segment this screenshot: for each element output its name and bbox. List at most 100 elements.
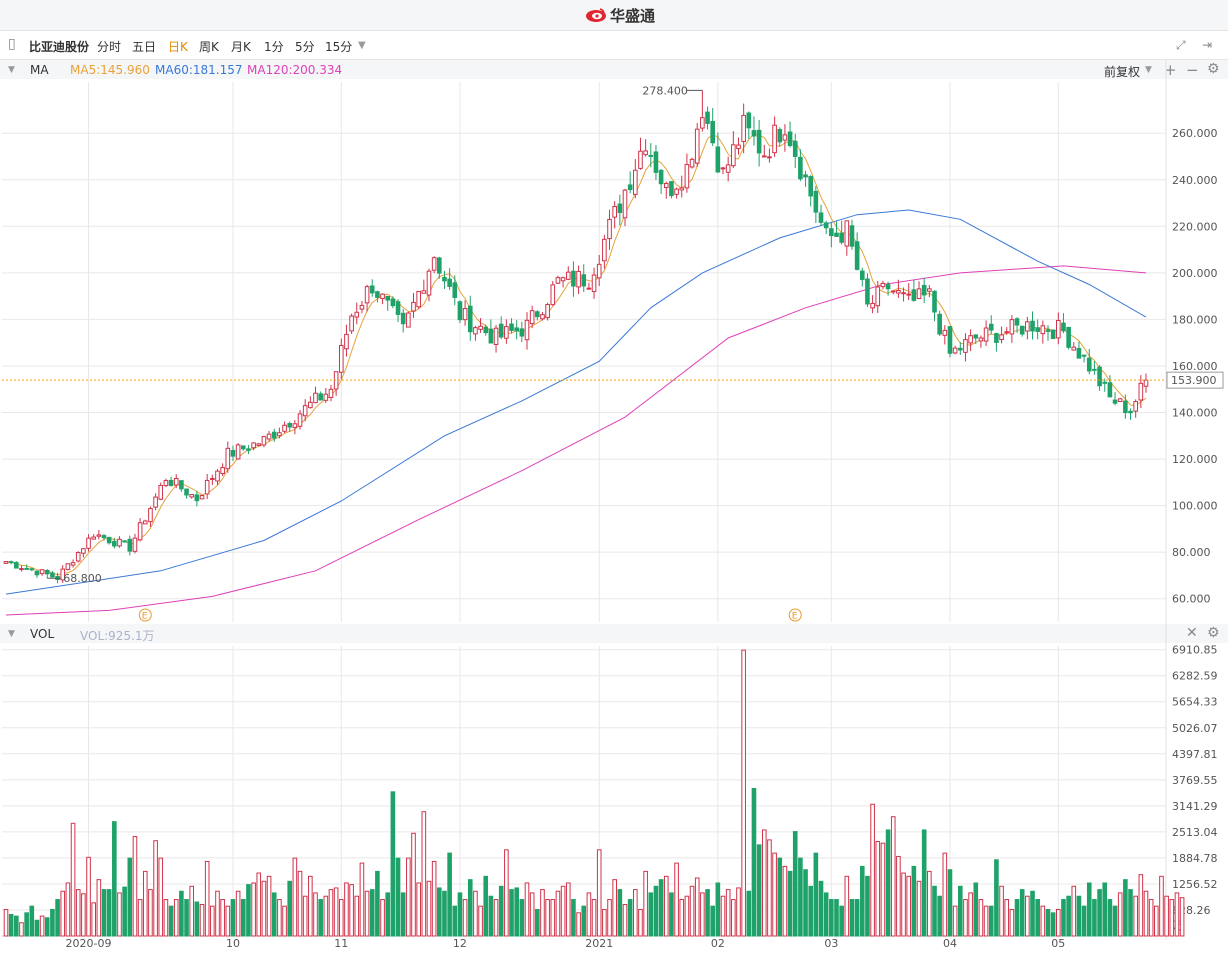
ma60-line [5,209,1147,595]
candlestick [395,299,401,323]
vol-indicator-label[interactable]: VOL [30,627,55,641]
candle-body [184,488,189,496]
candlestick [700,90,705,132]
volume-bar [1071,885,1077,937]
candlestick [870,295,875,314]
candlestick [3,561,9,565]
candlestick [705,106,710,130]
candlestick [937,310,942,336]
candlestick [854,232,860,271]
volume-bar [901,872,906,937]
period-tab-15min[interactable]: 15分 [325,40,353,54]
volume-bar [818,880,824,937]
vol-collapse-icon[interactable]: ▼ [8,629,15,639]
minus-indicator-icon[interactable]: − [1186,61,1199,79]
ma-settings-gear-icon[interactable]: ⚙ [1207,61,1220,77]
candle-body [199,495,205,500]
volume-bar [493,899,499,937]
volume-bar [220,899,225,937]
vol-y-tick-label: 1256.52 [1172,878,1218,891]
candle-body [648,154,654,157]
candlestick [607,209,612,250]
candle-body [994,333,999,343]
volume-bar [364,890,370,937]
candlestick [715,132,721,174]
candle-body [359,304,365,310]
candlestick [829,222,834,248]
vol-close-icon[interactable]: ✕ [1186,625,1198,641]
volume-bar [91,902,96,937]
volume-bar [266,875,272,937]
adjust-selector[interactable]: 前复权 [1104,65,1141,79]
volume-bar [756,844,762,937]
adjust-dropdown-icon[interactable]: ▼ [1145,65,1152,75]
expand-right-icon[interactable]: ⇥ [1202,38,1213,52]
price-y-tick-label: 100.000 [1172,500,1218,513]
volume-bar [658,879,664,937]
volume-bar [968,892,973,937]
candlestick [581,264,587,292]
add-indicator-icon[interactable]: + [1164,61,1177,79]
candle-body [137,522,143,541]
earnings-marker-label: E [142,612,148,622]
volume-bar [462,899,468,937]
candle-body [1133,401,1138,412]
candle-body [973,334,979,339]
period-tab-5min[interactable]: 5分 [295,40,315,54]
volume-bar [983,905,989,937]
candlestick [751,116,757,146]
period-tab-daily[interactable]: 日K [168,40,188,54]
candlestick [524,312,530,350]
period-tab-weekly[interactable]: 周K [199,40,219,54]
volume-bar [524,882,530,937]
candlestick [1061,313,1066,334]
candlestick [1128,408,1133,420]
candle-body [390,298,396,307]
volume-bar [648,892,654,937]
candlestick [1071,342,1077,351]
candlestick [679,175,685,198]
candle-body [746,112,752,129]
volume-bar [313,892,318,937]
fullscreen-icon[interactable]: ⤢ [1176,38,1186,52]
candlestick [1030,311,1035,340]
candlestick [942,325,948,345]
candlestick [349,313,354,334]
volume-bar [318,899,323,937]
candlestick [436,256,442,279]
candle-body [550,284,556,306]
period-tab-monthly[interactable]: 月K [231,40,251,54]
candle-body [1056,320,1061,339]
candle-body [256,443,262,446]
period-tab-1min[interactable]: 1分 [264,40,284,54]
volume-bar [473,890,478,937]
candlestick [287,421,293,432]
candlestick [230,445,236,462]
volume-bar [787,870,793,937]
candle-body [406,312,411,328]
candlestick [478,318,483,333]
ma-collapse-icon[interactable]: ▼ [8,65,15,75]
candlestick [586,282,592,290]
candlestick [798,149,803,182]
volume-bar [1004,899,1010,937]
vol-settings-gear-icon[interactable]: ⚙ [1207,625,1220,641]
candlestick [344,324,349,357]
candle-body [498,323,504,338]
candle-body [96,534,102,537]
candlestick [308,396,313,409]
period-tab-intraday[interactable]: 分时 [97,40,122,54]
candle-body [375,291,380,298]
volume-bar [607,899,612,937]
candlestick [86,534,91,552]
candle-body [287,423,293,428]
candle-body [91,536,96,540]
ma-indicator-label[interactable]: MA [30,63,49,77]
volume-bar [1019,889,1025,937]
period-dropdown-icon[interactable]: ▼ [358,40,366,51]
collapse-left-icon[interactable]: ▯ [8,36,16,52]
candlestick [385,295,391,311]
volume-bar [447,852,452,937]
volume-bar [251,882,256,937]
period-tab-5day[interactable]: 五日 [132,40,157,54]
